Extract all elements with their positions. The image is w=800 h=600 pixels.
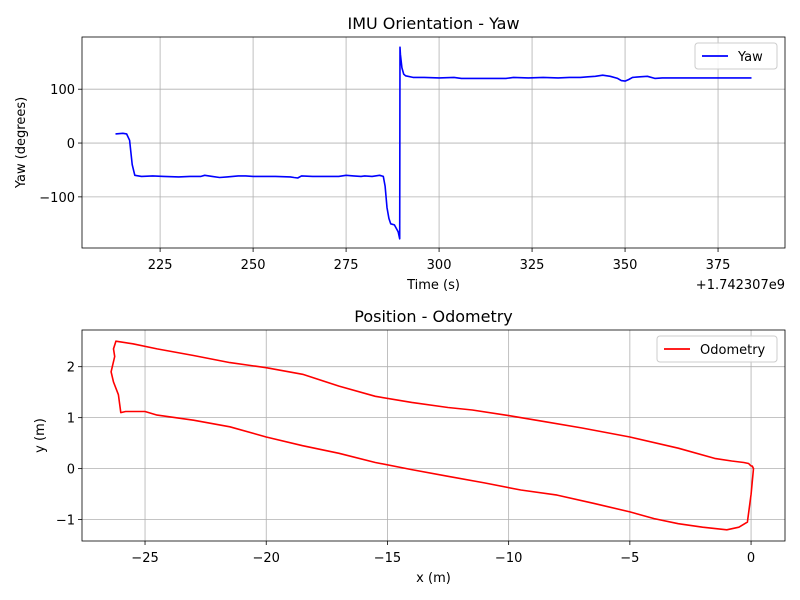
y-tick-label: 100 bbox=[50, 83, 75, 98]
x-tick-label: −15 bbox=[374, 551, 401, 566]
legend-label: Yaw bbox=[737, 50, 763, 65]
x-tick-label: 375 bbox=[706, 258, 731, 273]
x-tick-label: −5 bbox=[620, 551, 639, 566]
series-line-yaw bbox=[115, 46, 752, 240]
x-tick-label: 250 bbox=[241, 258, 266, 273]
x-axis-label: Time (s) bbox=[406, 278, 460, 293]
y-tick-label: 0 bbox=[67, 463, 75, 478]
x-tick-label: 0 bbox=[747, 551, 755, 566]
y-tick-label: −100 bbox=[39, 191, 75, 206]
x-tick-label: −25 bbox=[131, 551, 158, 566]
x-tick-label: 275 bbox=[334, 258, 359, 273]
x-axis-label: x (m) bbox=[416, 571, 451, 586]
legend-box bbox=[694, 42, 778, 70]
plot-area bbox=[81, 36, 786, 249]
x-tick-label: −10 bbox=[495, 551, 522, 566]
legend: Odometry bbox=[656, 335, 778, 363]
chart-title: IMU Orientation - Yaw bbox=[347, 14, 519, 33]
x-offset-label: +1.742307e9 bbox=[696, 278, 785, 293]
y-axis-label: Yaw (degrees) bbox=[14, 97, 29, 189]
legend-box bbox=[656, 335, 778, 363]
legend: Yaw bbox=[694, 42, 778, 70]
x-tick-label: 225 bbox=[148, 258, 173, 273]
series-line-odometry bbox=[110, 340, 755, 531]
chart-title: Position - Odometry bbox=[354, 307, 513, 326]
y-tick-label: 1 bbox=[67, 412, 75, 427]
y-axis-label: y (m) bbox=[33, 418, 48, 453]
legend-label: Odometry bbox=[700, 343, 766, 358]
x-tick-label: 300 bbox=[427, 258, 452, 273]
x-tick-label: 325 bbox=[520, 258, 545, 273]
x-tick-label: −20 bbox=[253, 551, 280, 566]
plot-area bbox=[81, 329, 786, 542]
x-tick-label: 350 bbox=[613, 258, 638, 273]
y-tick-label: −1 bbox=[56, 514, 75, 529]
y-tick-label: 0 bbox=[67, 137, 75, 152]
y-tick-label: 2 bbox=[67, 361, 75, 376]
yaw-chart: 225 250 275 300 325 350 375 −100 0 100 +1.742307e9… bbox=[14, 14, 786, 293]
